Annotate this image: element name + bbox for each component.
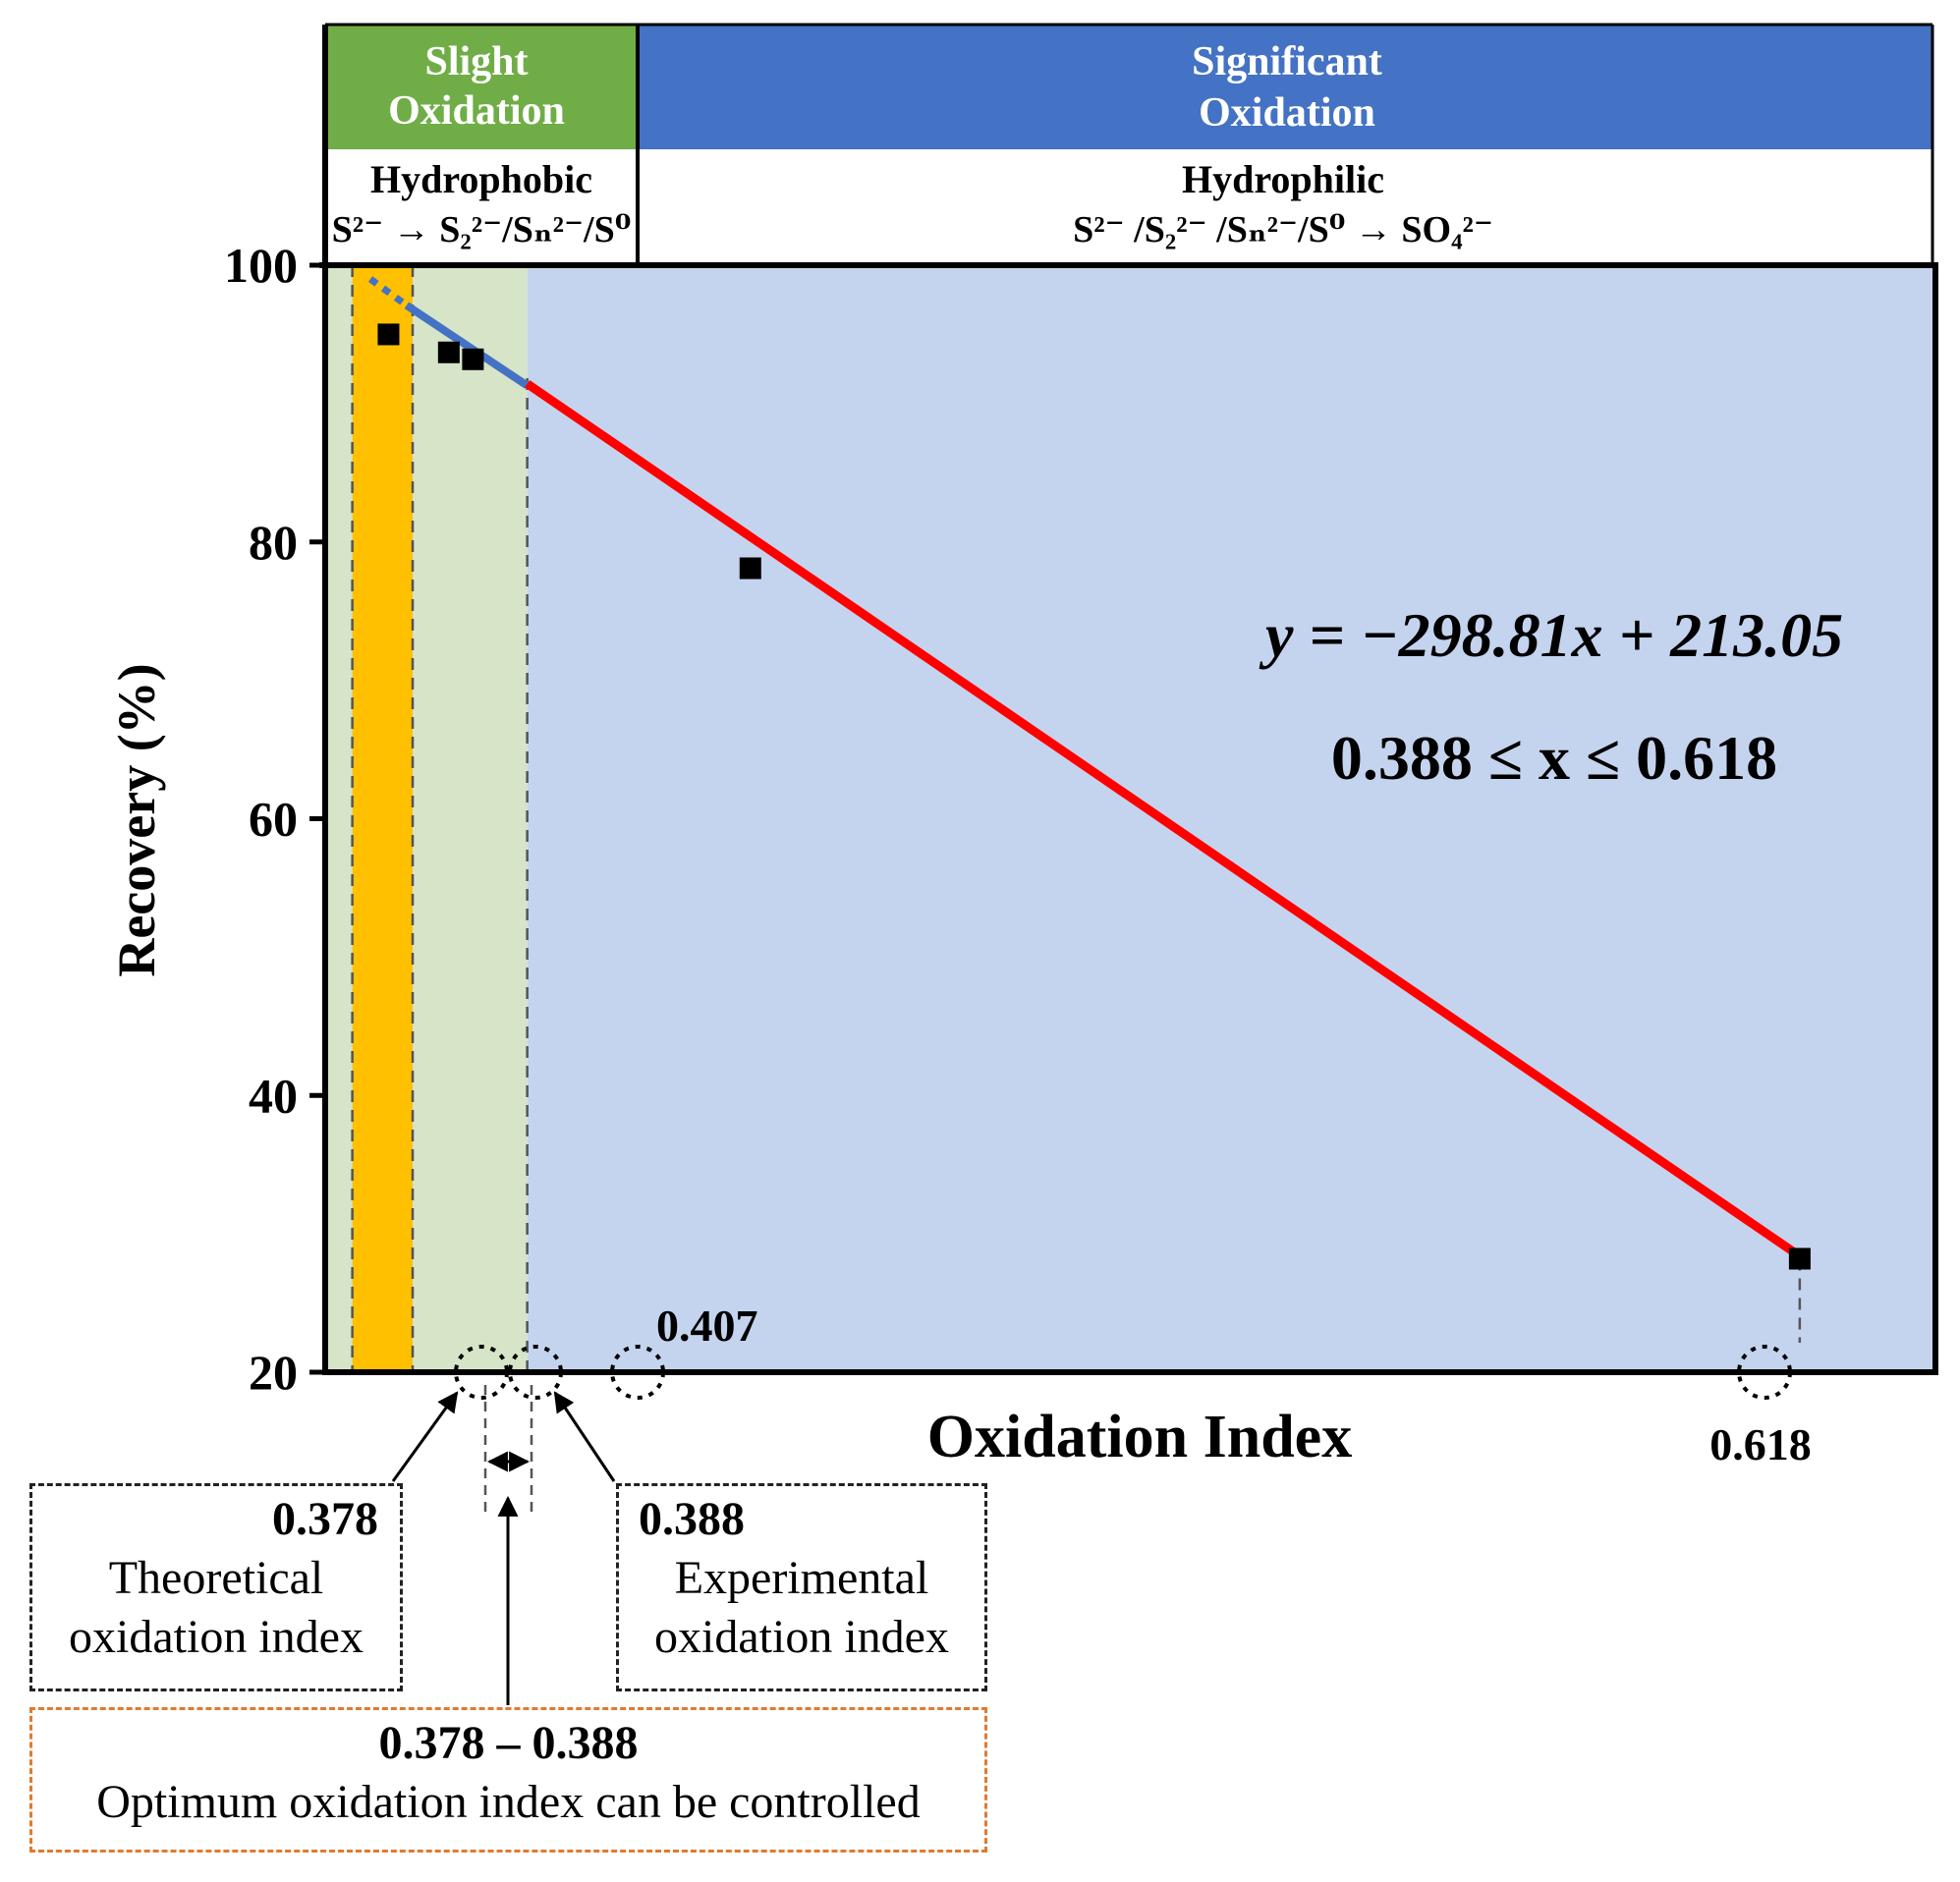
fit-line-hydrophobic-segment [404,302,530,389]
data-point-2 [462,348,484,370]
significant-oxidation-header [638,25,1932,149]
arrow-to-theoretical [391,1391,459,1482]
hydrophobic-reaction: S²⁻ → S₂²⁻/Sₙ²⁻/S⁰ [332,209,632,250]
arrow-to-experimental [553,1391,616,1482]
marker-circle-0407 [610,1345,665,1400]
x-axis-title: Oxidation Index [927,1404,1352,1470]
y-tick-label-60: 60 [249,792,298,847]
fit-line-hydrophilic-segment [525,379,1803,1260]
label-0618: 0.618 [1709,1419,1812,1469]
data-point-1 [437,341,460,363]
optimum-value: 0.378 – 0.388 [378,1717,639,1769]
fit-range: 0.388 ≤ x ≤ 0.618 [1331,723,1777,793]
y-tick-label-80: 80 [249,515,298,570]
slight-oxidation-label-2: Oxidation [388,88,565,134]
data-point-3 [739,557,761,580]
hydrophilic-reaction: S²⁻ /S₂²⁻ /Sₙ²⁻/S⁰ → SO₄²⁻ [1073,209,1493,250]
theoretical-value: 0.378 [272,1493,378,1545]
fit-line-dotted-link [367,276,409,308]
optimum-band [352,265,414,1372]
y-tick-label-20: 20 [249,1345,298,1400]
slight-oxidation-header [325,25,638,149]
significant-oxidation-label-1: Significant [1192,39,1382,84]
data-point-4 [1788,1247,1811,1270]
label-0407: 0.407 [656,1301,758,1351]
significant-oxidation-label-2: Oxidation [1199,90,1375,136]
theoretical-note-box: 0.378 Theoretical oxidation index [29,1483,403,1691]
experimental-note-box: 0.388 Experimental oxidation index [616,1483,987,1691]
y-tick-label-100: 100 [224,238,298,293]
experimental-label-2: oxidation index [654,1611,949,1663]
marker-circle-0388 [508,1345,563,1400]
hydrophobic-label: Hydrophobic [370,157,592,201]
theoretical-label-2: oxidation index [69,1611,364,1663]
marker-circle-0378 [454,1345,509,1400]
theoretical-label-1: Theoretical [108,1552,324,1604]
marker-circle-0618 [1737,1345,1792,1400]
experimental-value: 0.388 [639,1493,745,1545]
slight-oxidation-label-1: Slight [424,39,528,84]
optimum-note-box: 0.378 – 0.388 Optimum oxidation index ca… [29,1707,987,1853]
y-tick-label-40: 40 [249,1068,298,1123]
data-point-0 [377,323,400,346]
fit-equation: y = −298.81x + 213.05 [1259,600,1843,670]
hydrophilic-label: Hydrophilic [1182,157,1384,201]
y-axis-title: Recovery (%) [107,663,166,976]
dashed-guides [351,265,1802,1372]
experimental-label-1: Experimental [674,1552,929,1604]
optimum-label: Optimum oxidation index can be controlle… [96,1776,921,1828]
